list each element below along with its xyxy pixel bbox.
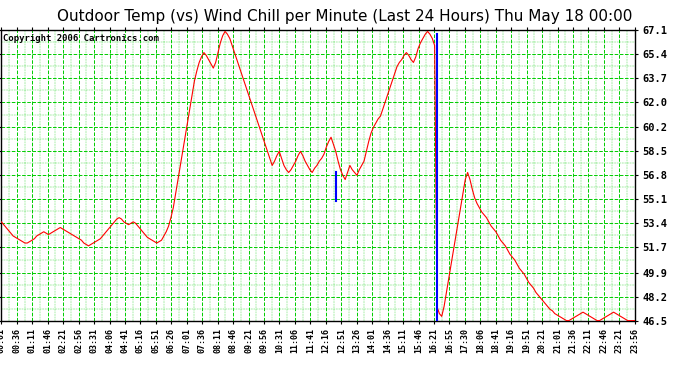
Text: Outdoor Temp (vs) Wind Chill per Minute (Last 24 Hours) Thu May 18 00:00: Outdoor Temp (vs) Wind Chill per Minute … — [57, 9, 633, 24]
Text: Copyright 2006 Cartronics.com: Copyright 2006 Cartronics.com — [3, 34, 159, 44]
